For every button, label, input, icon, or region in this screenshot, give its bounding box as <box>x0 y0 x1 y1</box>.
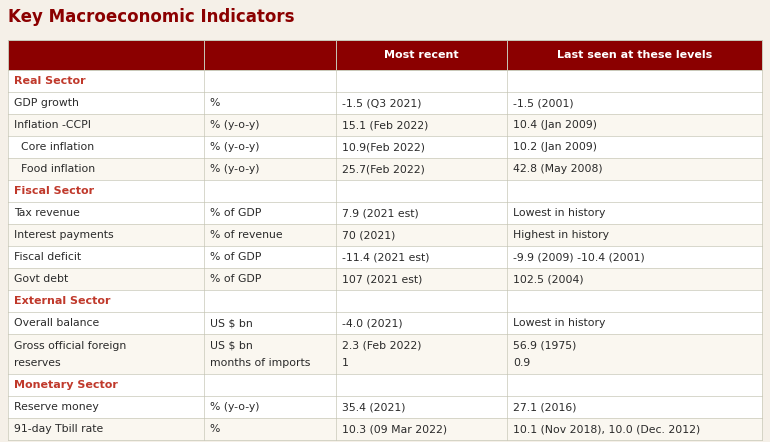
Bar <box>8 312 762 334</box>
Text: 70 (2021): 70 (2021) <box>342 230 396 240</box>
Text: Highest in history: Highest in history <box>514 230 609 240</box>
Text: Last seen at these levels: Last seen at these levels <box>557 50 712 60</box>
Text: -9.9 (2009) -10.4 (2001): -9.9 (2009) -10.4 (2001) <box>514 252 645 262</box>
Text: 15.1 (Feb 2022): 15.1 (Feb 2022) <box>342 120 428 130</box>
Text: Real Sector: Real Sector <box>14 76 85 86</box>
Bar <box>8 290 762 312</box>
Bar <box>8 40 762 70</box>
Text: Core inflation: Core inflation <box>14 142 94 152</box>
Text: US $ bn: US $ bn <box>210 341 253 351</box>
Bar <box>8 374 762 396</box>
Text: Govt debt: Govt debt <box>14 274 69 284</box>
Bar <box>8 396 762 418</box>
Text: 56.9 (1975): 56.9 (1975) <box>514 341 577 351</box>
Text: Tax revenue: Tax revenue <box>14 208 80 218</box>
Text: Food inflation: Food inflation <box>14 164 95 174</box>
Text: 91-day Tbill rate: 91-day Tbill rate <box>14 424 103 434</box>
Text: %: % <box>210 424 220 434</box>
Bar <box>8 180 762 202</box>
Text: reserves: reserves <box>14 358 61 368</box>
Text: months of imports: months of imports <box>210 358 310 368</box>
Bar <box>8 114 762 136</box>
Text: 10.4 (Jan 2009): 10.4 (Jan 2009) <box>514 120 598 130</box>
Text: 102.5 (2004): 102.5 (2004) <box>514 274 584 284</box>
Text: Inflation -CCPI: Inflation -CCPI <box>14 120 91 130</box>
Bar <box>8 70 762 92</box>
Text: 25.7(Feb 2022): 25.7(Feb 2022) <box>342 164 425 174</box>
Text: Lowest in history: Lowest in history <box>514 318 606 328</box>
Text: 7.9 (2021 est): 7.9 (2021 est) <box>342 208 419 218</box>
Text: 10.3 (09 Mar 2022): 10.3 (09 Mar 2022) <box>342 424 447 434</box>
Text: External Sector: External Sector <box>14 296 111 306</box>
Text: % (y-o-y): % (y-o-y) <box>210 142 259 152</box>
Text: % of GDP: % of GDP <box>210 252 261 262</box>
Text: GDP growth: GDP growth <box>14 98 79 108</box>
Text: % (y-o-y): % (y-o-y) <box>210 402 259 412</box>
Bar <box>8 418 762 440</box>
Text: 42.8 (May 2008): 42.8 (May 2008) <box>514 164 603 174</box>
Bar <box>8 268 762 290</box>
Bar <box>8 158 762 180</box>
Text: 10.1 (Nov 2018), 10.0 (Dec. 2012): 10.1 (Nov 2018), 10.0 (Dec. 2012) <box>514 424 701 434</box>
Text: % of revenue: % of revenue <box>210 230 283 240</box>
Bar <box>8 224 762 246</box>
Text: US $ bn: US $ bn <box>210 318 253 328</box>
Text: % of GDP: % of GDP <box>210 208 261 218</box>
Text: Lowest in history: Lowest in history <box>514 208 606 218</box>
Bar <box>8 334 762 374</box>
Text: -11.4 (2021 est): -11.4 (2021 est) <box>342 252 430 262</box>
Bar <box>8 136 762 158</box>
Text: 107 (2021 est): 107 (2021 est) <box>342 274 423 284</box>
Text: Gross official foreign: Gross official foreign <box>14 341 126 351</box>
Text: Fiscal Sector: Fiscal Sector <box>14 186 94 196</box>
Text: 10.9(Feb 2022): 10.9(Feb 2022) <box>342 142 425 152</box>
Text: %: % <box>210 98 220 108</box>
Text: Overall balance: Overall balance <box>14 318 99 328</box>
Text: 10.2 (Jan 2009): 10.2 (Jan 2009) <box>514 142 598 152</box>
Text: Reserve money: Reserve money <box>14 402 99 412</box>
Text: Most recent: Most recent <box>384 50 459 60</box>
Text: Fiscal deficit: Fiscal deficit <box>14 252 81 262</box>
Text: % (y-o-y): % (y-o-y) <box>210 120 259 130</box>
Text: Interest payments: Interest payments <box>14 230 114 240</box>
Text: -1.5 (2001): -1.5 (2001) <box>514 98 574 108</box>
Text: % (y-o-y): % (y-o-y) <box>210 164 259 174</box>
Text: 1: 1 <box>342 358 349 368</box>
Text: 35.4 (2021): 35.4 (2021) <box>342 402 406 412</box>
Text: 27.1 (2016): 27.1 (2016) <box>514 402 577 412</box>
Text: -4.0 (2021): -4.0 (2021) <box>342 318 403 328</box>
Text: Monetary Sector: Monetary Sector <box>14 380 118 390</box>
Text: 0.9: 0.9 <box>514 358 531 368</box>
Bar <box>8 92 762 114</box>
Text: Key Macroeconomic Indicators: Key Macroeconomic Indicators <box>8 8 294 26</box>
Text: 2.3 (Feb 2022): 2.3 (Feb 2022) <box>342 341 421 351</box>
Text: -1.5 (Q3 2021): -1.5 (Q3 2021) <box>342 98 421 108</box>
Text: % of GDP: % of GDP <box>210 274 261 284</box>
Bar <box>8 246 762 268</box>
Bar <box>8 202 762 224</box>
